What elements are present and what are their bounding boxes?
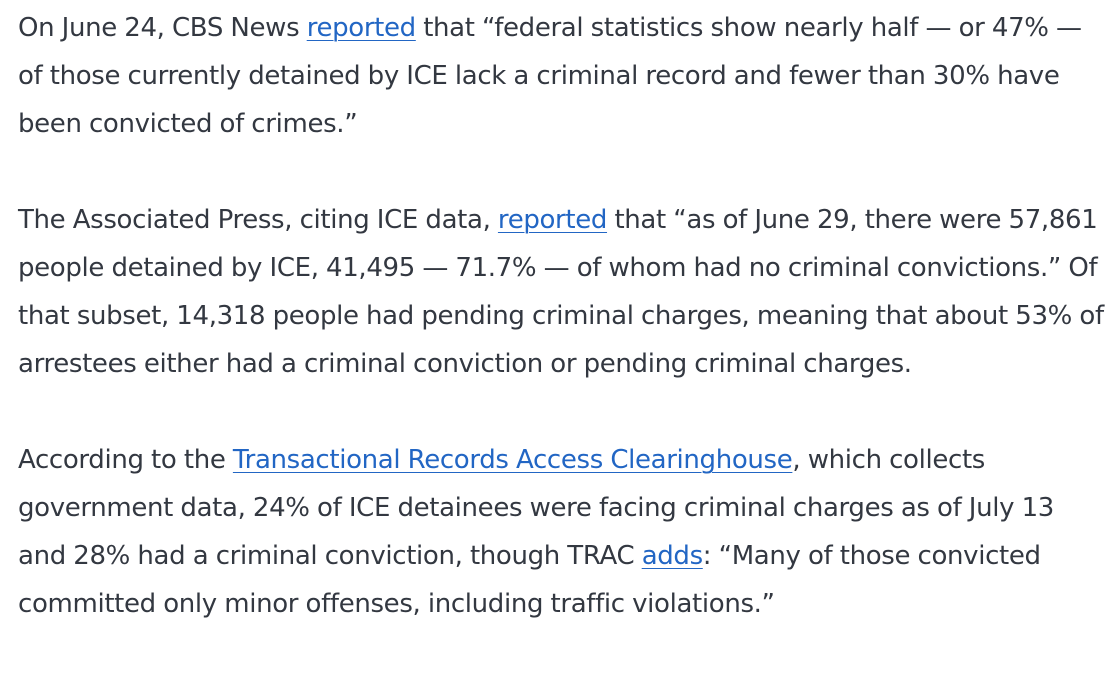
adds-link[interactable]: adds [641, 541, 703, 571]
paragraph-text: The Associated Press, citing ICE data, [18, 205, 498, 235]
paragraph-text: that “as of June 29, there were 57,861 p… [18, 205, 1104, 379]
paragraph-text: According to the [18, 445, 233, 475]
paragraph-text: , which collects government data, 24% of… [18, 445, 1054, 571]
trac-link[interactable]: Transactional Records Access Clearinghou… [232, 445, 793, 475]
paragraph-text: that “federal statistics show nearly hal… [18, 13, 1082, 139]
article-body: On June 24, CBS News reported that “fede… [18, 4, 1104, 628]
paragraph-associated-press: The Associated Press, citing ICE data, r… [18, 196, 1104, 388]
paragraph-text: On June 24, CBS News [18, 13, 307, 43]
paragraph-text: : “Many of those convicted committed onl… [18, 541, 1041, 619]
paragraph-trac: According to the Transactional Records A… [18, 436, 1104, 628]
reported-link-ap[interactable]: reported [497, 205, 608, 235]
paragraph-cbs-news: On June 24, CBS News reported that “fede… [18, 4, 1104, 148]
reported-link-cbs[interactable]: reported [306, 13, 416, 43]
